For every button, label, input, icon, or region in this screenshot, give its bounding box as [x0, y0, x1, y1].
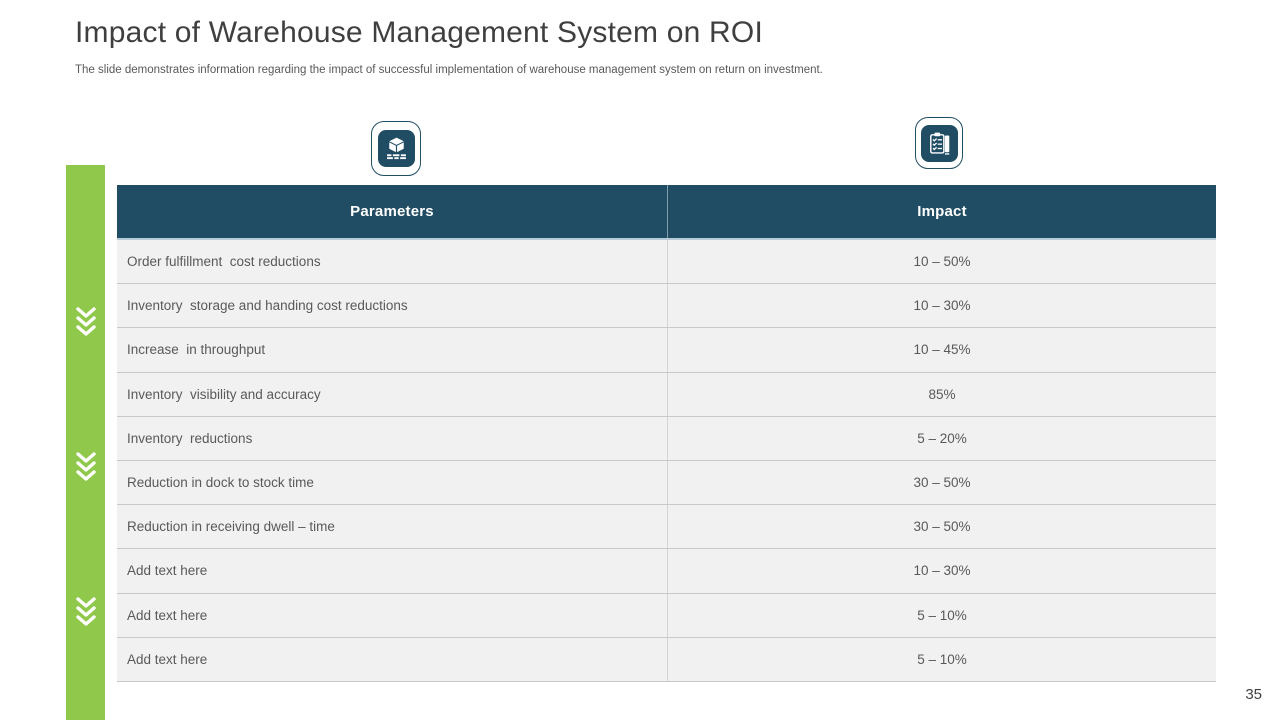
parameter-cell: Reduction in dock to stock time — [127, 475, 314, 491]
table-row: Order fulfillment cost reductions 10 – 5… — [117, 240, 1216, 285]
table-row: Inventory visibility and accuracy 85% — [117, 372, 1216, 417]
table-row: Reduction in dock to stock time 30 – 50% — [117, 460, 1216, 506]
impact-cell: 30 – 50% — [667, 505, 1216, 549]
table-row: Add text here 10 – 30% — [117, 549, 1216, 594]
page-title: Impact of Warehouse Management System on… — [75, 16, 763, 49]
accent-bar — [66, 165, 105, 720]
impact-cell: 10 – 30% — [667, 549, 1216, 593]
parameters-icon-frame — [371, 121, 421, 176]
parameter-cell: Inventory storage and handing cost reduc… — [127, 298, 408, 314]
impact-cell: 10 – 50% — [667, 240, 1216, 284]
parameter-cell: Reduction in receiving dwell – time — [127, 519, 335, 535]
table-header-row: Parameters Impact — [117, 185, 1216, 240]
table-row: Reduction in receiving dwell – time 30 –… — [117, 505, 1216, 550]
impact-cell: 10 – 45% — [667, 328, 1216, 372]
impact-cell: 5 – 10% — [667, 593, 1216, 637]
parameter-cell: Add text here — [127, 651, 208, 667]
parameter-cell: Inventory reductions — [127, 430, 253, 446]
page-subtitle: The slide demonstrates information regar… — [75, 64, 823, 76]
table-body: Order fulfillment cost reductions 10 – 5… — [117, 240, 1216, 682]
impact-cell: 5 – 10% — [667, 637, 1216, 681]
impact-cell: 85% — [667, 372, 1216, 416]
table-row: Increase in throughput 10 – 45% — [117, 328, 1216, 373]
column-header-impact: Impact — [667, 185, 1216, 238]
parameter-cell: Inventory visibility and accuracy — [127, 386, 321, 402]
impact-cell: 10 – 30% — [667, 284, 1216, 328]
checklist-clipboard-icon — [920, 124, 958, 162]
impact-cell: 5 – 20% — [667, 416, 1216, 460]
triple-chevron-down-icon — [74, 305, 98, 339]
table-row: Add text here 5 – 10% — [117, 593, 1216, 638]
page-number: 35 — [1245, 686, 1262, 703]
parameter-cell: Add text here — [127, 563, 208, 579]
roi-table: Parameters Impact Order fulfillment cost… — [117, 185, 1216, 682]
impact-cell: 30 – 50% — [667, 460, 1216, 505]
parameter-cell: Add text here — [127, 607, 208, 623]
package-cube-icon — [377, 130, 415, 167]
column-header-parameters: Parameters — [350, 203, 434, 220]
table-row: Inventory reductions 5 – 20% — [117, 416, 1216, 461]
triple-chevron-down-icon — [74, 450, 98, 484]
parameter-cell: Increase in throughput — [127, 342, 266, 358]
triple-chevron-down-icon — [74, 595, 98, 629]
table-row: Inventory storage and handing cost reduc… — [117, 284, 1216, 329]
impact-icon-frame — [915, 117, 963, 169]
table-row: Add text here 5 – 10% — [117, 637, 1216, 682]
parameter-cell: Order fulfillment cost reductions — [127, 254, 321, 270]
